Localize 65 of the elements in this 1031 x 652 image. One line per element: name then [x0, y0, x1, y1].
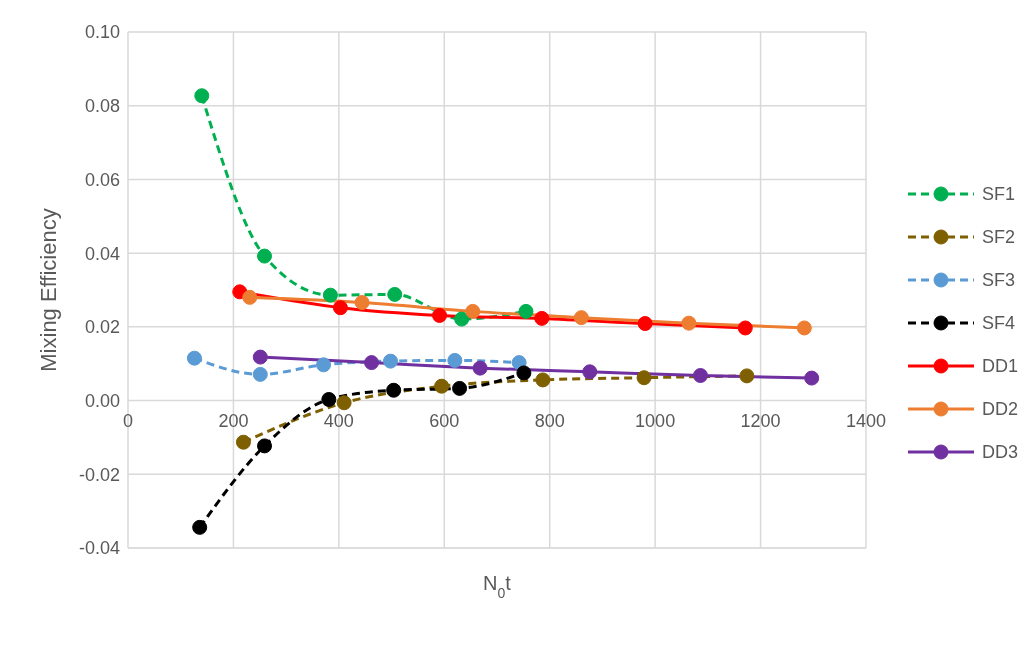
legend-label: DD3	[981, 441, 1018, 463]
point	[636, 370, 652, 386]
x-tick-label: 0	[122, 410, 134, 431]
point	[447, 352, 463, 368]
y-tick-label: 0.10	[84, 22, 120, 43]
x-tick-label: 1200	[740, 410, 781, 431]
point	[739, 368, 755, 384]
point	[322, 287, 338, 303]
x-tick-label: 1400	[845, 410, 887, 431]
point	[737, 320, 753, 336]
point	[454, 311, 470, 327]
legend-label: SF2	[981, 226, 1015, 248]
point	[192, 519, 208, 535]
point	[354, 295, 370, 311]
point	[186, 350, 202, 366]
point	[465, 303, 481, 319]
y-tick-label: 0.04	[84, 243, 120, 264]
legend-label: DD2	[981, 398, 1018, 420]
point	[252, 366, 268, 382]
point	[452, 380, 468, 396]
point	[637, 316, 653, 332]
point	[194, 88, 210, 104]
point	[434, 378, 450, 394]
y-tick-label: 0.02	[84, 317, 120, 338]
point	[692, 368, 708, 384]
point	[336, 395, 352, 411]
point	[681, 315, 697, 331]
point	[257, 438, 273, 454]
y-tick-label: -0.04	[78, 538, 120, 559]
point	[432, 307, 448, 323]
point	[321, 391, 337, 407]
point	[472, 360, 488, 376]
y-axis-title: Mixing Efficiency	[35, 208, 61, 372]
point	[535, 372, 551, 388]
point	[242, 289, 258, 305]
point	[364, 355, 380, 371]
point	[518, 303, 534, 319]
point	[386, 382, 402, 398]
point	[573, 310, 589, 326]
x-tick-label: 200	[218, 410, 249, 431]
point	[235, 434, 251, 450]
x-tick-label: 400	[323, 410, 354, 431]
point	[252, 349, 268, 365]
point	[534, 310, 550, 326]
y-tick-label: 0.06	[84, 169, 120, 190]
x-axis-title: N$_{0}$t	[483, 572, 512, 601]
point	[796, 320, 812, 336]
point	[316, 357, 332, 373]
point	[383, 353, 399, 369]
point	[257, 248, 273, 264]
y-tick-label: 0.08	[84, 96, 120, 117]
x-tick-label: 1000	[635, 410, 676, 431]
point	[332, 300, 348, 316]
x-tick-label: 800	[534, 410, 565, 431]
legend-label: DD1	[981, 355, 1018, 377]
y-tick-label: 0.00	[84, 390, 120, 411]
point	[387, 286, 403, 302]
legend-label: SF1	[981, 183, 1015, 205]
point	[516, 365, 532, 381]
point	[582, 364, 598, 380]
legend-label: SF3	[981, 269, 1015, 291]
legend-label: SF4	[981, 312, 1015, 334]
y-tick-label: -0.02	[78, 464, 120, 485]
point	[804, 370, 820, 386]
x-tick-label: 600	[429, 410, 460, 431]
